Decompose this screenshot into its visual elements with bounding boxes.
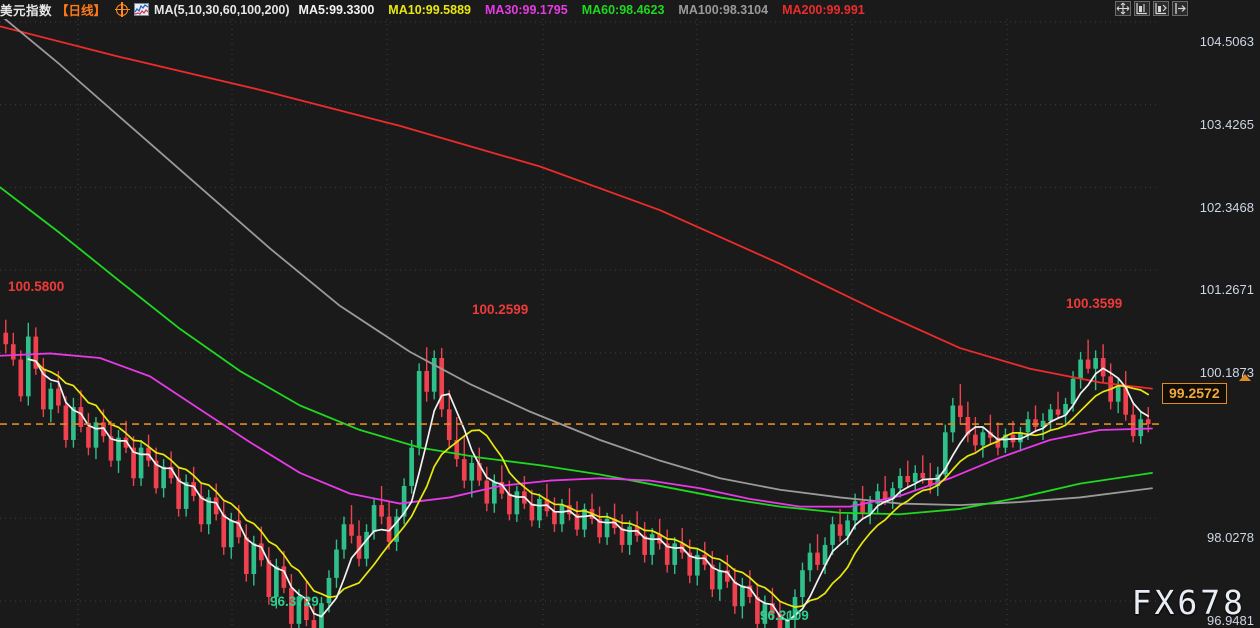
axis-tick: 101.2671 <box>1199 282 1254 297</box>
mini-chart-icon[interactable] <box>134 3 150 16</box>
ma5-value: MA5:99.3300 <box>298 2 375 17</box>
fx678-watermark: FX678 <box>1131 583 1246 622</box>
symbol-name: 美元指数 <box>0 4 53 18</box>
axis-tick: 104.5063 <box>1199 34 1254 49</box>
high-label-2: 100.2599 <box>472 302 529 317</box>
current-price-tag[interactable]: 99.2572 <box>1162 383 1227 404</box>
ma10-value: MA10:99.5889 <box>388 2 471 17</box>
period-label: 【日线】 <box>56 4 107 18</box>
high-label-1: 100.5800 <box>8 279 65 294</box>
ma60-value: MA60:98.4623 <box>581 2 665 17</box>
ma30-value: MA30:99.1795 <box>485 2 568 17</box>
chart-header: 美元指数 【日线】 MA(5,10,30,60,100,200) MA5:99.… <box>0 0 1260 19</box>
align-right-icon[interactable] <box>1153 1 1169 16</box>
axis-tick: 103.4265 <box>1199 117 1254 132</box>
shift-right-icon[interactable] <box>1172 1 1188 16</box>
axis-tick: 98.0278 <box>1207 530 1254 545</box>
chart-toolbar <box>1115 1 1188 16</box>
ma200-value: MA200:99.991 <box>782 2 865 17</box>
axis-tick: 102.3468 <box>1199 200 1254 215</box>
low-label-1: 96.3729 <box>270 594 319 609</box>
price-axis[interactable]: 104.5063 103.4265 102.3468 101.2671 100.… <box>1160 19 1260 628</box>
axis-tick: 96.9481 <box>1207 613 1254 628</box>
ma100-value: MA100:98.3104 <box>678 2 769 17</box>
chart-plot-area[interactable] <box>0 19 1160 628</box>
price-tag-arrow <box>1239 374 1251 381</box>
move-crosshair-icon[interactable] <box>1115 1 1131 16</box>
candlestick-canvas <box>0 19 1160 628</box>
high-label-3: 100.3599 <box>1066 296 1123 311</box>
symbol-block[interactable]: 美元指数 【日线】 <box>0 0 106 19</box>
align-left-icon[interactable] <box>1134 1 1150 16</box>
low-label-2: 96.2109 <box>760 608 809 623</box>
ma-definition-label: MA(5,10,30,60,100,200) <box>154 2 290 17</box>
crosshair-icon[interactable] <box>114 2 130 17</box>
